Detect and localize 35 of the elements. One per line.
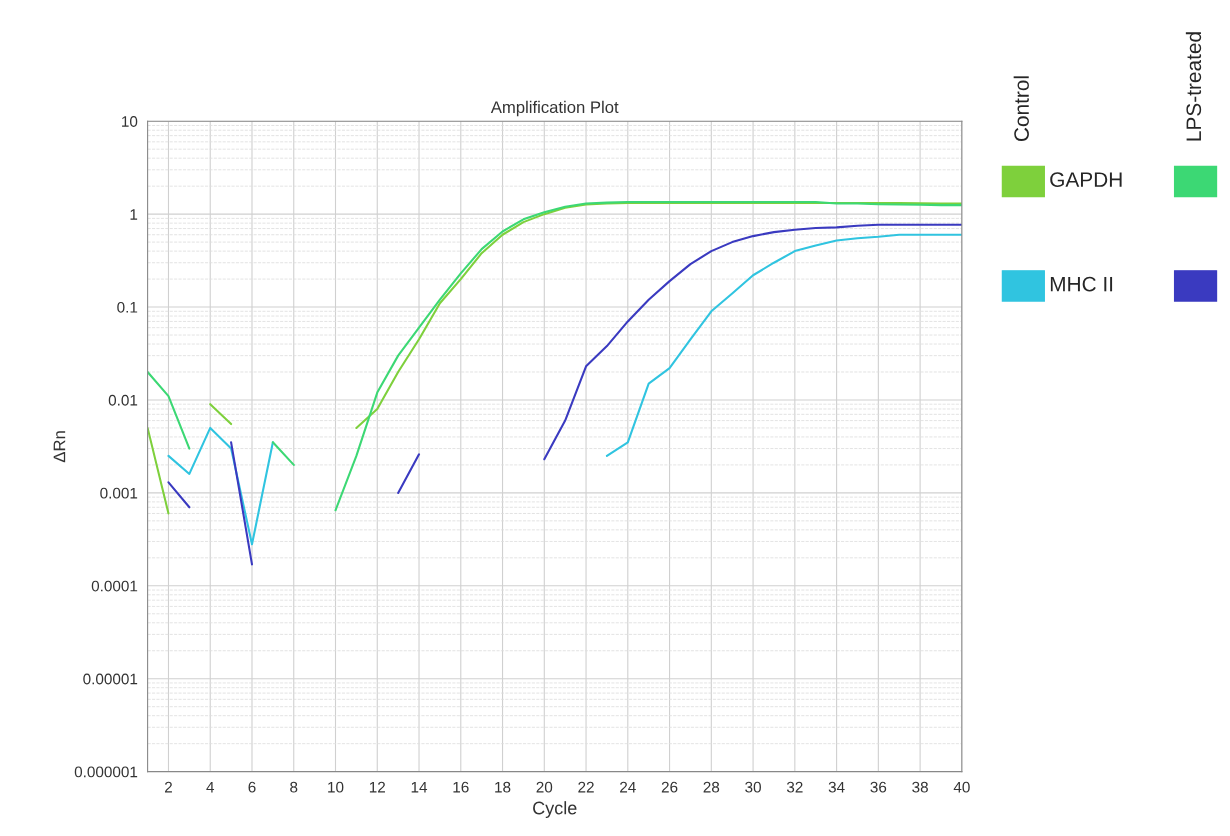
x-tick-label: 6 (248, 781, 256, 793)
y-axis-title: ΔRn (53, 431, 66, 463)
x-tick-label: 18 (495, 781, 511, 793)
x-axis-title: Cycle (533, 801, 577, 818)
x-tick-label: 22 (578, 781, 594, 793)
legend-label: GAPDH (1050, 172, 1122, 187)
y-tick-label: 0.01 (108, 394, 138, 406)
y-tick-label: 0.000001 (74, 766, 138, 778)
x-tick-label: 2 (165, 781, 172, 793)
x-tick-label: 26 (661, 781, 678, 793)
x-tick-label: 36 (870, 781, 887, 793)
y-tick-label: 0.00001 (83, 673, 138, 685)
text: Control (1013, 76, 1029, 142)
x-tick-label: 10 (328, 781, 344, 793)
y-tick-label: 1 (130, 209, 138, 220)
x-tick-label: 12 (369, 781, 385, 793)
chart-title: Amplification Plot (490, 100, 619, 117)
y-tick-label: 0.1 (117, 301, 138, 313)
x-tick-label: 4 (206, 781, 215, 793)
x-tick-label: 24 (620, 781, 636, 793)
x-tick-label: 20 (536, 781, 553, 793)
x-tick-label: 28 (703, 781, 720, 793)
x-tick-label: 16 (453, 781, 469, 793)
x-tick-label: 40 (953, 781, 970, 793)
y-tick-label: 10 (122, 116, 138, 127)
legend-label: MHC II (1050, 276, 1113, 292)
x-tick-label: 30 (745, 781, 761, 793)
x-tick-label: 38 (912, 781, 928, 793)
x-tick-label: 14 (411, 781, 428, 793)
text: LPS-treated (1185, 32, 1202, 141)
x-tick-label: 8 (290, 781, 298, 793)
y-tick-label: 0.0001 (91, 580, 138, 592)
y-tick-label: 0.001 (100, 487, 138, 499)
x-tick-label: 32 (786, 781, 803, 793)
x-tick-label: 34 (828, 781, 845, 793)
